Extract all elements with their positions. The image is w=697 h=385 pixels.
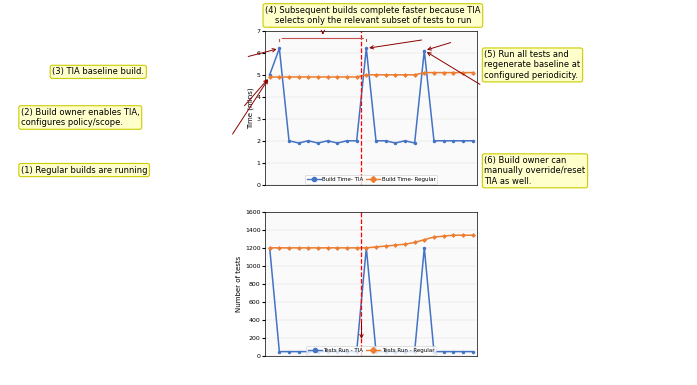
Legend: Tests Run - TIA, Tests Run - Regular: Tests Run - TIA, Tests Run - Regular [306, 346, 436, 355]
Legend: Build Time- TIA, Build Time- Regular: Build Time- TIA, Build Time- Regular [305, 175, 437, 184]
Y-axis label: Number of tests: Number of tests [236, 256, 243, 312]
Text: (4) Subsequent builds complete faster because TIA
selects only the relevant subs: (4) Subsequent builds complete faster be… [265, 6, 481, 25]
Text: (5) Run all tests and
regenerate baseline at
configured periodicity.: (5) Run all tests and regenerate baselin… [484, 50, 581, 80]
Text: (3) TIA baseline build.: (3) TIA baseline build. [52, 67, 144, 76]
Text: (1) Regular builds are running: (1) Regular builds are running [21, 166, 147, 174]
Y-axis label: Time (mins): Time (mins) [247, 87, 254, 129]
Text: (6) Build owner can
manually override/reset
TIA as well.: (6) Build owner can manually override/re… [484, 156, 585, 186]
Text: (2) Build owner enables TIA,
configures policy/scope.: (2) Build owner enables TIA, configures … [21, 108, 139, 127]
